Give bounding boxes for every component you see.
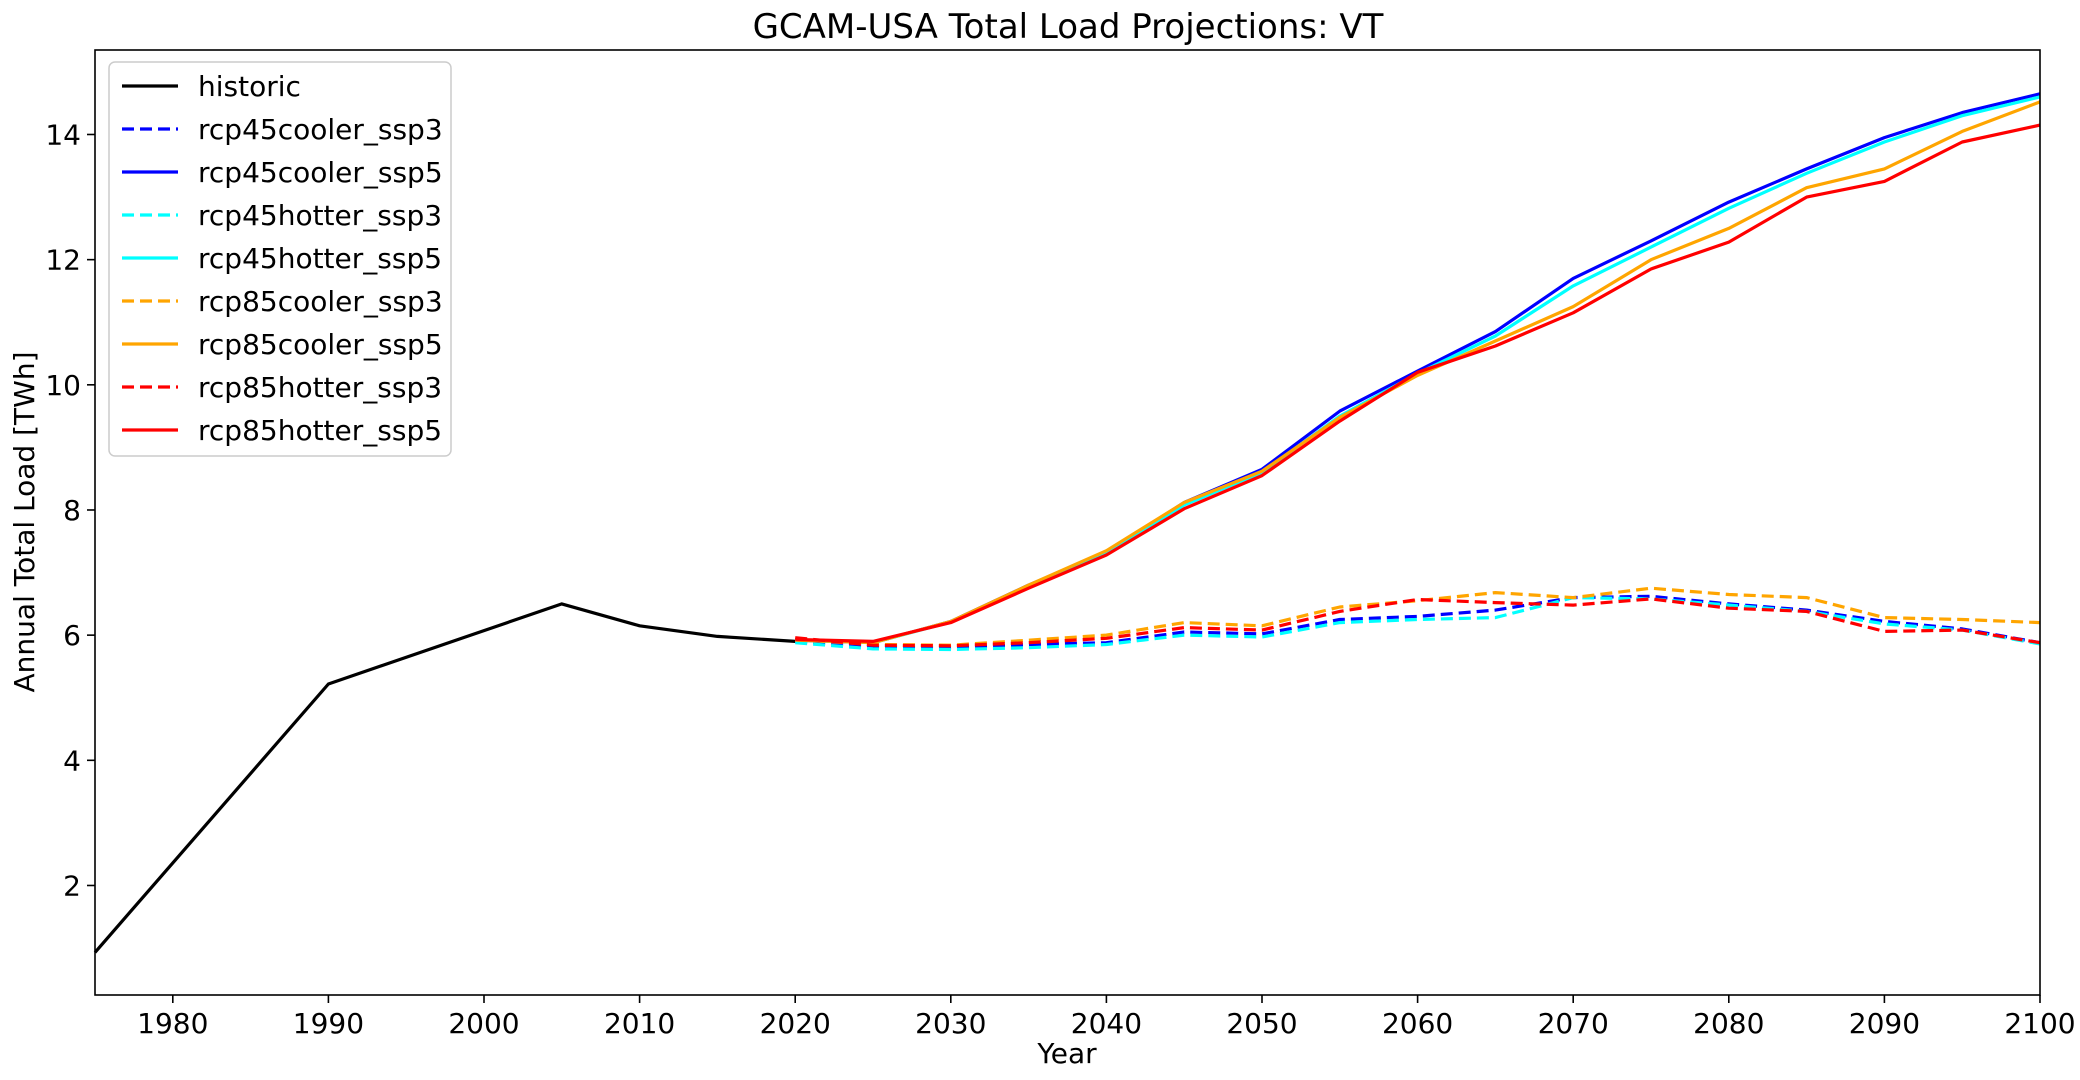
plot-frame: [94, 49, 2041, 996]
x-tick-label: 2050: [1226, 1007, 1297, 1040]
series-line-rcp85hotter-ssp3: [795, 597, 2041, 648]
legend-label-rcp45hotter-ssp3: rcp45hotter_ssp3: [198, 199, 442, 232]
x-tick-label: 1990: [293, 1007, 364, 1040]
series-line-rcp45hotter-ssp3: [795, 595, 2041, 652]
y-axis-label: Annual Total Load [TWh]: [8, 352, 41, 693]
y-tick-label: 12: [45, 244, 81, 277]
x-tick-label: 2030: [915, 1007, 986, 1040]
y-tick-label: 10: [45, 369, 81, 402]
x-axis-label: Year: [1036, 1037, 1097, 1070]
x-tick-label: 2000: [448, 1007, 519, 1040]
x-tick-label: 2080: [1693, 1007, 1764, 1040]
plot-series: [93, 92, 2041, 954]
x-axis-ticks: 1980 1990 2000 2010 2020 2030 2040 2050 2060 2070…: [137, 995, 2076, 1040]
x-tick-label: 2020: [760, 1007, 831, 1040]
x-tick-label: 2100: [2004, 1007, 2075, 1040]
x-tick-label: 2060: [1382, 1007, 1453, 1040]
x-tick-label: 2070: [1538, 1007, 1609, 1040]
legend-label-rcp85hotter-ssp3: rcp85hotter_ssp3: [198, 371, 442, 404]
chart-title: GCAM-USA Total Load Projections: VT: [753, 7, 1384, 47]
x-tick-label: 2010: [604, 1007, 675, 1040]
x-tick-label: 1980: [137, 1007, 208, 1040]
y-tick-label: 14: [45, 118, 81, 151]
y-axis-ticks: 2 4 6 8 10 12 14: [45, 118, 95, 902]
x-tick-label: 2040: [1071, 1007, 1142, 1040]
legend-label-rcp85hotter-ssp5: rcp85hotter_ssp5: [198, 414, 442, 447]
legend-label-rcp45cooler-ssp3: rcp45cooler_ssp3: [198, 113, 443, 146]
y-tick-label: 4: [63, 744, 81, 777]
series-line-rcp85cooler-ssp3: [795, 586, 2041, 647]
series-line-historic: [93, 602, 796, 954]
legend-label-rcp85cooler-ssp5: rcp85cooler_ssp5: [198, 328, 443, 361]
legend-label-rcp85cooler-ssp3: rcp85cooler_ssp3: [198, 285, 443, 318]
legend-label-historic: historic: [198, 70, 301, 103]
series-line-rcp45cooler-ssp3: [795, 594, 2041, 650]
legend-label-rcp45hotter-ssp5: rcp45hotter_ssp5: [198, 242, 442, 275]
legend-label-rcp45cooler-ssp5: rcp45cooler_ssp5: [198, 156, 443, 189]
legend: historic rcp45cooler_ssp3 rcp45cooler_ssp5…: [108, 61, 452, 457]
series-line-rcp85hotter-ssp5: [795, 123, 2041, 644]
x-tick-label: 2090: [1849, 1007, 1920, 1040]
y-tick-label: 2: [63, 869, 81, 902]
series-line-rcp85cooler-ssp5: [795, 100, 2041, 645]
legend-box: [108, 61, 452, 457]
y-tick-label: 6: [63, 619, 81, 652]
y-tick-label: 8: [63, 494, 81, 527]
